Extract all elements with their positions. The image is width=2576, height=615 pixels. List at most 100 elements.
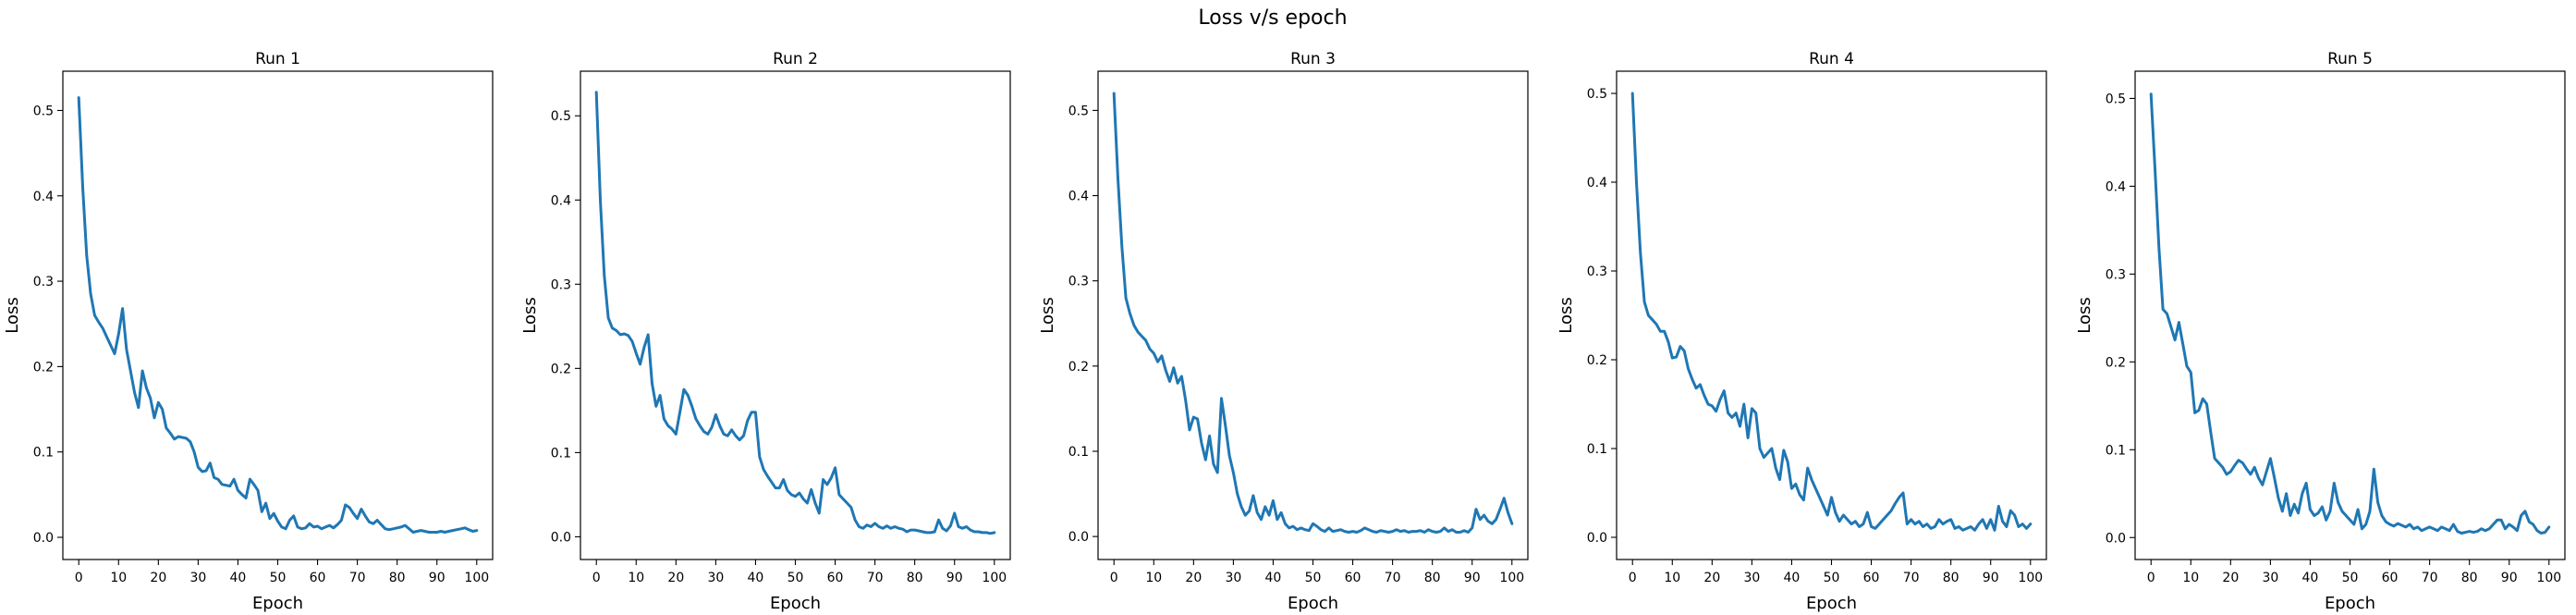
x-axis-label: Epoch (1806, 594, 1857, 613)
x-tick-label: 50 (2342, 571, 2359, 585)
y-tick-label: 0.2 (1587, 353, 1607, 368)
y-tick-label: 0.4 (33, 190, 54, 204)
axes-frame (1616, 70, 2047, 560)
x-axis-label: Epoch (252, 594, 303, 613)
x-tick-label: 0 (592, 571, 601, 585)
x-tick-label: 100 (2018, 571, 2043, 585)
y-tick-label: 0.3 (551, 277, 571, 292)
y-tick-label: 0.0 (1587, 531, 1607, 546)
subplot-title: Run 4 (1809, 50, 1854, 68)
y-tick-label: 0.1 (1587, 442, 1607, 457)
x-tick-label: 60 (1863, 571, 1880, 585)
y-tick-label: 0.5 (33, 104, 54, 118)
x-tick-label: 30 (2262, 571, 2278, 585)
x-tick-label: 60 (827, 571, 844, 585)
y-tick-label: 0.5 (1587, 87, 1607, 102)
y-tick-label: 0.3 (1587, 264, 1607, 279)
x-tick-label: 90 (429, 571, 446, 585)
x-tick-label: 40 (1784, 571, 1801, 585)
x-axis-label: Epoch (2325, 594, 2375, 613)
x-tick-label: 10 (2182, 571, 2199, 585)
x-tick-label: 90 (1983, 571, 1999, 585)
x-tick-label: 80 (1424, 571, 1441, 585)
x-tick-label: 80 (2461, 571, 2478, 585)
x-tick-label: 90 (2501, 571, 2518, 585)
x-tick-label: 80 (907, 571, 923, 585)
y-tick-label: 0.5 (1068, 104, 1089, 118)
y-tick-label: 0.1 (551, 446, 571, 461)
x-tick-label: 20 (1703, 571, 1720, 585)
y-tick-label: 0.4 (1068, 190, 1089, 204)
x-tick-label: 20 (2222, 571, 2239, 585)
y-tick-label: 0.3 (33, 275, 54, 289)
figure-title: Loss v/s epoch (1198, 6, 1347, 30)
axes-frame (580, 70, 1011, 560)
y-tick-label: 0.4 (2106, 179, 2126, 194)
x-tick-label: 30 (707, 571, 724, 585)
y-tick-label: 0.0 (551, 530, 571, 545)
x-tick-label: 70 (349, 571, 366, 585)
x-tick-label: 0 (75, 571, 83, 585)
x-tick-label: 80 (1943, 571, 1959, 585)
x-axis-label: Epoch (770, 594, 821, 613)
y-tick-label: 0.2 (2106, 355, 2126, 370)
x-axis-label: Epoch (1288, 594, 1338, 613)
x-tick-label: 50 (787, 571, 804, 585)
x-tick-label: 100 (982, 571, 1007, 585)
x-tick-label: 70 (1903, 571, 1920, 585)
x-tick-label: 90 (946, 571, 963, 585)
y-tick-label: 0.4 (551, 193, 571, 208)
x-tick-label: 70 (1385, 571, 1401, 585)
x-tick-label: 40 (1265, 571, 1282, 585)
x-tick-label: 50 (1824, 571, 1840, 585)
subplot-5: Run 5 Epoch Loss 0 10 20 30 40 50 60 70 80 90 100 0… (2075, 50, 2566, 613)
x-tick-label: 20 (150, 571, 166, 585)
y-axis-label: Loss (1557, 297, 1576, 333)
y-tick-label: 0.2 (1068, 360, 1089, 375)
loss-line (77, 96, 479, 534)
x-tick-label: 100 (2536, 571, 2561, 585)
y-tick-label: 0.1 (33, 446, 54, 461)
y-tick-label: 0.1 (1068, 445, 1089, 460)
subplot-title: Run 3 (1290, 50, 1336, 68)
subplot-4: Run 4 Epoch Loss 0 10 20 30 40 50 60 70 80 90 100 0… (1557, 50, 2047, 613)
axes-frame (1097, 70, 1529, 560)
x-tick-label: 10 (1664, 571, 1680, 585)
x-tick-label: 50 (270, 571, 287, 585)
y-tick-label: 0.2 (551, 362, 571, 376)
x-tick-label: 60 (2382, 571, 2399, 585)
x-tick-label: 100 (464, 571, 489, 585)
x-tick-label: 50 (1305, 571, 1322, 585)
subplot-2: Run 2 Epoch Loss 0 10 20 30 40 50 60 70 80 90 100 0… (520, 50, 1011, 613)
x-tick-label: 70 (2422, 571, 2438, 585)
x-tick-label: 60 (310, 571, 326, 585)
x-tick-label: 40 (748, 571, 764, 585)
x-tick-label: 40 (2302, 571, 2319, 585)
y-tick-label: 0.3 (2106, 267, 2126, 282)
y-axis-label: Loss (2075, 297, 2094, 333)
axes-frame (62, 70, 494, 560)
loss-line (1630, 92, 2033, 532)
x-tick-label: 10 (628, 571, 644, 585)
subplot-3: Run 3 Epoch Loss 0 10 20 30 40 50 60 70 80 90 100 0… (1038, 50, 1529, 613)
x-tick-label: 80 (389, 571, 406, 585)
x-tick-label: 30 (1225, 571, 1241, 585)
x-tick-label: 40 (230, 571, 247, 585)
y-tick-label: 0.5 (551, 109, 571, 124)
x-tick-label: 70 (867, 571, 884, 585)
x-tick-label: 10 (110, 571, 127, 585)
subplot-title: Run 2 (773, 50, 818, 68)
subplot-title: Run 5 (2327, 50, 2373, 68)
x-tick-label: 60 (1345, 571, 1361, 585)
y-tick-label: 0.3 (1068, 275, 1089, 289)
x-tick-label: 20 (1185, 571, 1202, 585)
y-tick-label: 0.0 (2106, 531, 2126, 546)
y-tick-label: 0.0 (33, 531, 54, 546)
subplot-1: Run 1 Epoch Loss 0 10 20 30 40 50 60 70 80 90 100 0… (3, 50, 494, 613)
x-tick-label: 10 (1145, 571, 1162, 585)
x-tick-label: 0 (1110, 571, 1118, 585)
x-tick-label: 30 (189, 571, 206, 585)
x-tick-label: 90 (1464, 571, 1481, 585)
loss-line (2149, 92, 2551, 535)
